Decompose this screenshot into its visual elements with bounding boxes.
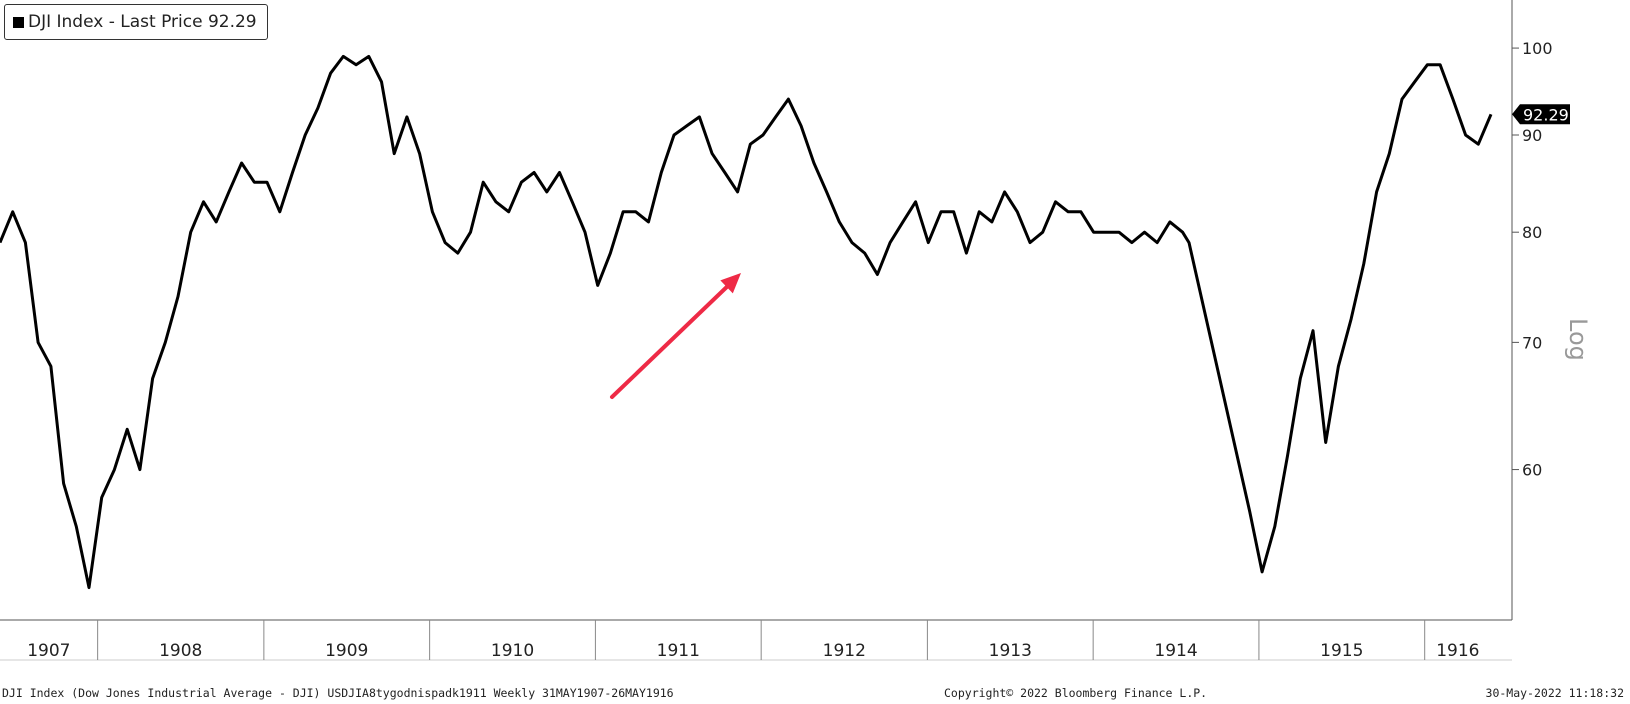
arrow-shaft — [610, 279, 735, 399]
x-tick-label: 1910 — [491, 641, 534, 661]
x-axis-ticks: 1907 1908 1909 1910 1911 1912 1913 1914 1915 1916 — [27, 620, 1479, 661]
y-tick-label: 100 — [1522, 39, 1553, 58]
x-tick-label: 1913 — [989, 641, 1032, 661]
y-tick-label: 80 — [1522, 223, 1542, 242]
legend-label: DJI Index - Last Price 92.29 — [28, 12, 257, 32]
x-tick-label: 1914 — [1154, 641, 1197, 661]
x-tick-label: 1907 — [27, 641, 70, 661]
annotation-arrow — [610, 273, 741, 399]
arrow-head — [720, 273, 741, 294]
x-tick-label: 1909 — [325, 641, 368, 661]
last-value-badge — [1512, 104, 1570, 125]
footer-timestamp: 30-May-2022 11:18:32 — [1485, 686, 1624, 700]
y-tick-label: 60 — [1522, 461, 1542, 480]
y-axis-ticks: 60 70 80 90 100 — [1512, 39, 1553, 480]
y-tick-label: 70 — [1522, 333, 1542, 352]
last-value-marker: 92.29 — [1512, 104, 1570, 125]
x-tick-label: 1908 — [159, 641, 202, 661]
chart-axes — [0, 0, 1513, 661]
y-axis-scale-label: Log — [1564, 318, 1592, 361]
legend[interactable]: DJI Index - Last Price 92.29 — [4, 4, 268, 40]
legend-swatch-icon — [13, 16, 24, 28]
x-tick-label: 1911 — [657, 641, 700, 661]
last-value-label: 92.29 — [1523, 105, 1569, 124]
series-line-dji — [0, 54, 1493, 590]
y-tick-label: 90 — [1522, 126, 1542, 145]
x-tick-label: 1912 — [823, 641, 866, 661]
footer-copyright: Copyright© 2022 Bloomberg Finance L.P. — [944, 686, 1208, 700]
x-tick-label: 1916 — [1436, 641, 1479, 661]
x-tick-label: 1915 — [1320, 641, 1363, 661]
footer-source: DJI Index (Dow Jones Industrial Average … — [2, 686, 674, 700]
